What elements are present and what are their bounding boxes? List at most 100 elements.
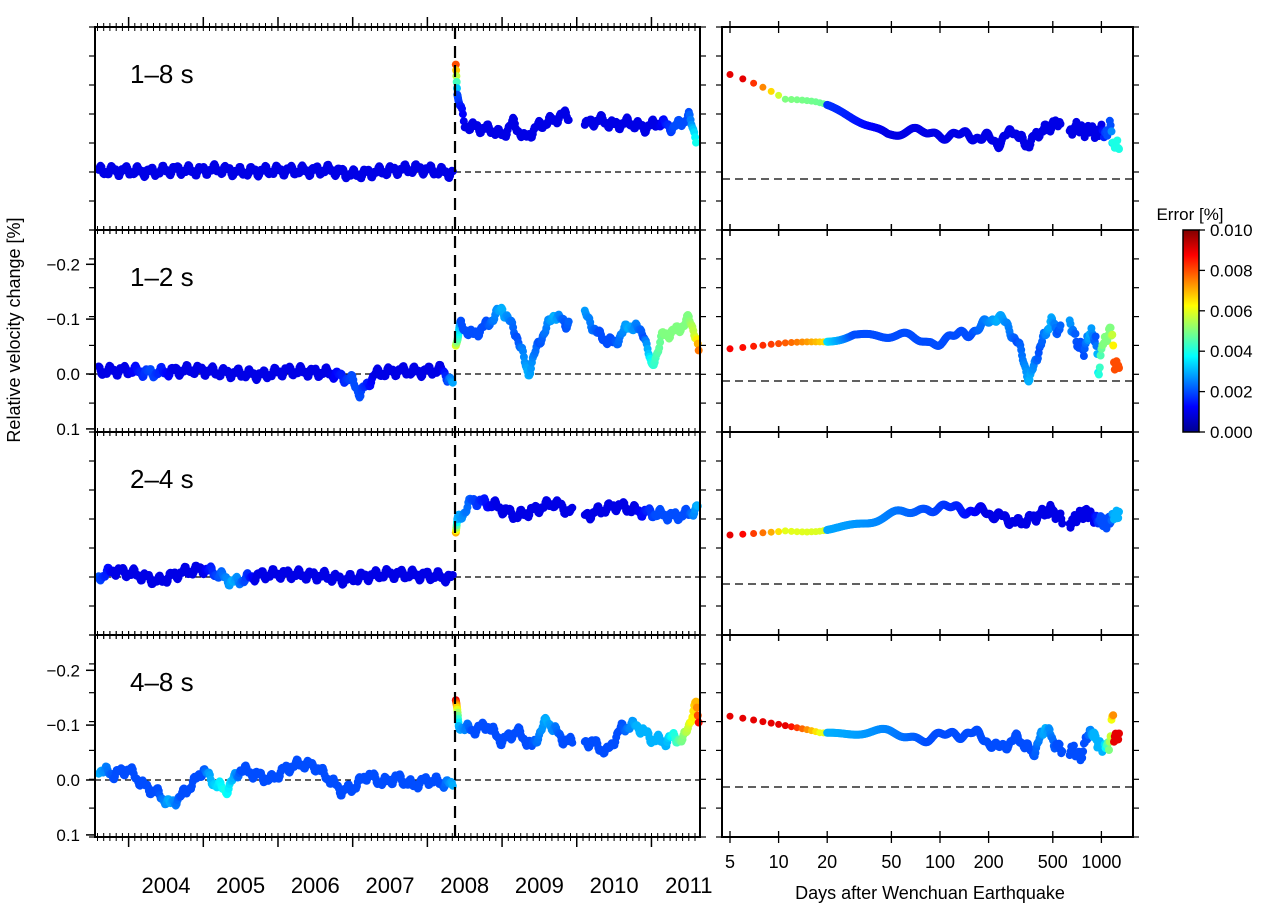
data-point — [1095, 371, 1103, 379]
data-point — [1115, 508, 1123, 516]
data-point — [1108, 331, 1116, 339]
data-point — [750, 717, 757, 724]
y-tick-label: −0.2 — [46, 661, 80, 680]
data-point — [768, 529, 775, 536]
data-point — [1058, 747, 1066, 755]
data-point — [782, 96, 789, 103]
panel-right-4 — [722, 635, 1133, 837]
data-point — [768, 88, 775, 95]
data-point — [1079, 748, 1087, 756]
panel-4: 4–8 s −0.2 −0.1 0.0 0.1 — [46, 635, 1139, 845]
data-point — [1107, 324, 1115, 332]
data-point — [775, 721, 782, 728]
panel-1: 1–8 s — [89, 27, 1139, 230]
data-point — [727, 71, 734, 78]
panel-3: 2–4 s — [89, 432, 1139, 635]
data-point — [1115, 364, 1123, 372]
data-point — [449, 571, 457, 579]
data-point — [768, 341, 775, 348]
year-label: 2005 — [216, 873, 265, 898]
year-label: 2006 — [291, 873, 340, 898]
data-point — [568, 739, 576, 747]
data-point — [775, 92, 782, 99]
data-point — [759, 529, 766, 536]
data-point — [739, 715, 746, 722]
data-point — [1097, 352, 1105, 360]
data-point — [750, 343, 757, 350]
data-point — [459, 110, 467, 118]
data-point — [768, 720, 775, 727]
y-tick-label: 0.0 — [56, 771, 80, 790]
y-tick-label: 0.0 — [56, 365, 80, 384]
data-point — [782, 527, 789, 534]
y-tick-label: −0.1 — [46, 310, 80, 329]
data-point — [750, 530, 757, 537]
data-point — [1092, 333, 1100, 341]
y-tick-label: 0.1 — [56, 420, 80, 439]
data-point — [759, 342, 766, 349]
data-point — [1115, 145, 1123, 153]
year-label: 2007 — [366, 873, 415, 898]
series-dots — [727, 71, 1124, 153]
panel-frame — [722, 635, 1133, 837]
y-tick-label: −0.1 — [46, 716, 80, 735]
data-point — [727, 713, 734, 720]
data-point — [565, 116, 573, 124]
data-point — [1057, 321, 1065, 329]
series-dots — [727, 711, 1124, 764]
data-point — [739, 344, 746, 351]
axes-labels: Relative velocity change [%] Days after … — [4, 17, 1121, 903]
series-dots — [95, 494, 702, 589]
data-point — [1108, 127, 1116, 135]
left-time-series-panels: 1–8 s 1–2 s −0.2 −0.1 0.0 0.1 2–4 s 4–8 s −0.2 −0… — [46, 27, 1139, 845]
panel-label: 4–8 s — [130, 667, 194, 697]
panel-label: 2–4 s — [130, 464, 194, 494]
data-point — [739, 531, 746, 538]
year-label: 2009 — [515, 873, 564, 898]
y-tick-label: 0.1 — [56, 826, 80, 845]
panel-right-2 — [722, 230, 1133, 432]
data-point — [695, 346, 703, 354]
data-point — [1115, 730, 1123, 738]
data-point — [739, 75, 746, 82]
data-point — [1096, 364, 1104, 372]
right-x-axis-label: Days after Wenchuan Earthquake — [795, 883, 1065, 903]
data-point — [727, 532, 734, 539]
series-dots — [95, 304, 703, 402]
panel-frame — [95, 432, 700, 635]
series-dots — [727, 501, 1124, 539]
data-point — [782, 339, 789, 346]
panel-frame — [95, 635, 700, 837]
year-label: 2011 — [665, 873, 712, 898]
data-point — [568, 504, 576, 512]
panel-right-1 — [722, 27, 1133, 230]
y-tick-label: −0.2 — [46, 255, 80, 274]
data-point — [775, 340, 782, 347]
series-dots — [727, 311, 1124, 386]
data-point — [727, 345, 734, 352]
year-label: 2004 — [142, 873, 191, 898]
data-point — [782, 722, 789, 729]
data-point — [775, 528, 782, 535]
data-point — [1080, 352, 1088, 360]
data-point — [695, 719, 703, 727]
data-point — [1113, 137, 1121, 145]
panel-frame — [95, 230, 700, 432]
data-point — [1109, 342, 1117, 350]
data-point — [759, 718, 766, 725]
panel-label: 1–8 s — [130, 59, 194, 89]
year-label: 2010 — [590, 873, 639, 898]
data-point — [565, 318, 573, 326]
year-label: 2008 — [440, 873, 489, 898]
data-point — [1057, 120, 1065, 128]
panel-label: 1–2 s — [130, 262, 194, 292]
right-days-after-panels — [722, 27, 1133, 837]
data-point — [759, 84, 766, 91]
panel-right-3 — [722, 432, 1133, 635]
data-point — [750, 80, 757, 87]
data-point — [692, 139, 700, 147]
y-axis-label: Relative velocity change [%] — [4, 217, 24, 442]
data-point — [1109, 711, 1117, 719]
